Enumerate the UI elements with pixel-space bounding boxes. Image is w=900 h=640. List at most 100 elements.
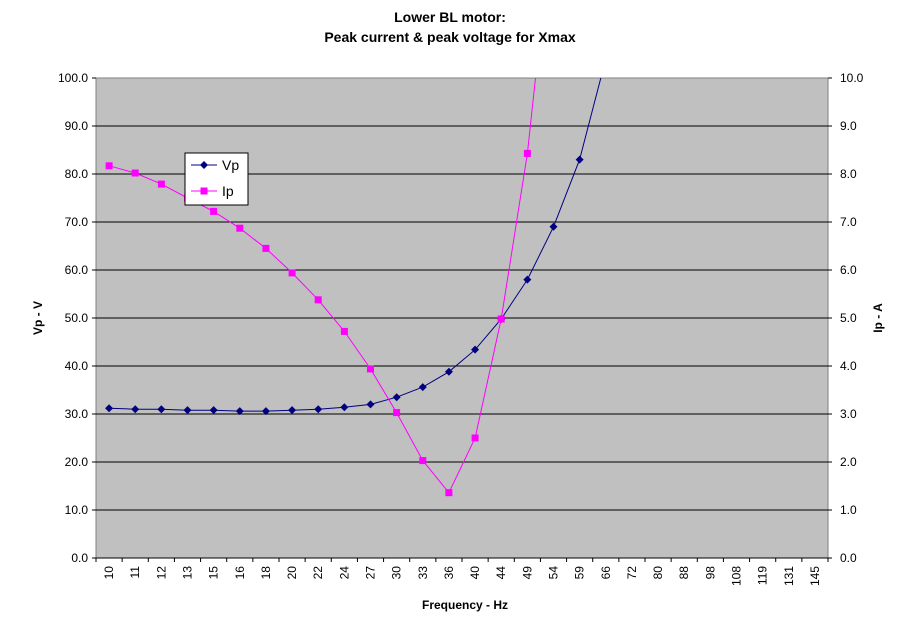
x-tick-label: 33 — [416, 566, 430, 580]
y2-tick-label: 5.0 — [840, 311, 857, 325]
x-axis-ticks: 10 11 12 13 15 16 18 20 22 24 27 30 33 36 40 44 49 54 59 66… — [95, 557, 829, 586]
x-tick-label: 13 — [181, 566, 195, 580]
point-ip — [157, 180, 165, 188]
x-tick-label: 30 — [390, 566, 404, 580]
point-ip — [340, 327, 348, 335]
legend-box — [184, 152, 249, 206]
point-ip — [367, 365, 374, 373]
point-vp — [392, 393, 401, 402]
point-ip — [288, 269, 296, 277]
y2-tick-label: 2.0 — [840, 455, 857, 469]
x-axis-label: Frequency - Hz — [422, 598, 508, 612]
y2-tick-label: 8.0 — [840, 167, 857, 181]
x-tick-label: 15 — [207, 566, 221, 580]
point-ip — [471, 434, 479, 442]
point-vp — [209, 406, 218, 415]
y2-tick-label: 9.0 — [840, 119, 857, 133]
y-tick-label: 100.0 — [58, 71, 88, 85]
y-tick-label: 10.0 — [65, 503, 89, 517]
y2-tick-label: 7.0 — [840, 215, 857, 229]
y-tick-label: 20.0 — [65, 455, 89, 469]
x-tick-label: 18 — [259, 566, 273, 580]
y-tick-label: 60.0 — [65, 263, 89, 277]
y-tick-label: 50.0 — [65, 311, 89, 325]
point-vp — [366, 400, 375, 409]
point-vp — [261, 407, 270, 416]
x-tick-label: 88 — [677, 566, 691, 580]
point-ip — [445, 489, 453, 497]
point-vp — [471, 345, 480, 354]
point-vp — [340, 403, 349, 412]
legend-label-ip: Ip — [222, 183, 234, 199]
y-tick-label: 0.0 — [71, 551, 88, 565]
x-tick-label: 49 — [520, 566, 534, 580]
y2-tick-label: 6.0 — [840, 263, 857, 277]
point-ip — [210, 207, 218, 215]
x-tick-label: 22 — [311, 566, 325, 580]
y-tick-label: 70.0 — [65, 215, 89, 229]
y2-tick-label: 10.0 — [840, 71, 864, 85]
point-ip — [236, 224, 244, 232]
point-vp — [131, 405, 140, 414]
x-tick-label: 59 — [573, 566, 587, 580]
y2-tick-label: 0.0 — [840, 551, 857, 565]
point-ip — [105, 162, 113, 170]
x-tick-label: 98 — [703, 566, 717, 580]
x-tick-label: 80 — [651, 566, 665, 580]
gridlines — [96, 125, 828, 511]
point-vp — [602, 55, 610, 63]
x-tick-label: 44 — [494, 566, 508, 580]
point-ip — [131, 169, 139, 177]
x-tick-label: 36 — [442, 566, 456, 580]
x-tick-label: 12 — [154, 566, 168, 580]
x-tick-label: 131 — [782, 566, 796, 586]
x-tick-label: 16 — [233, 566, 247, 580]
point-vp — [444, 367, 453, 376]
chart-title-line-2: Peak current & peak voltage for Xmax — [324, 29, 576, 45]
point-ip — [523, 149, 531, 157]
x-tick-label: 72 — [625, 566, 639, 580]
point-ip — [393, 409, 401, 417]
x-tick-label: 66 — [599, 566, 613, 580]
point-ip — [314, 296, 322, 304]
y2-axis-ticks: 0.0 1.0 2.0 3.0 4.0 5.0 6.0 7.0 8.0 9.0 10.0 — [828, 71, 864, 565]
y-tick-label: 40.0 — [65, 359, 89, 373]
x-tick-label: 119 — [756, 566, 770, 585]
point-ip — [497, 315, 505, 323]
point-vp — [418, 383, 427, 392]
point-ip — [262, 244, 270, 252]
x-tick-label: 54 — [547, 566, 561, 580]
point-vp — [549, 222, 558, 231]
y2-axis-label: Ip - A — [871, 303, 885, 333]
y2-tick-label: 3.0 — [840, 407, 857, 421]
y-axis-label: Vp - V — [31, 301, 45, 335]
x-tick-label: 20 — [285, 566, 299, 580]
x-tick-label: 40 — [468, 566, 482, 580]
x-tick-label: 11 — [128, 566, 142, 579]
legend-label-vp: Vp — [222, 157, 239, 173]
series-line-vp — [109, 78, 602, 412]
point-vp — [575, 155, 584, 164]
point-vp — [288, 406, 297, 415]
legend-marker-vp — [200, 161, 208, 169]
legend-marker-ip — [200, 187, 208, 195]
y-tick-label: 80.0 — [65, 167, 89, 181]
y2-tick-label: 1.0 — [840, 503, 857, 517]
point-vp — [235, 407, 244, 416]
y-axis-ticks: 0.0 10.0 20.0 30.0 40.0 50.0 60.0 70.0 80.0 90.0 1… — [58, 71, 96, 565]
point-vp — [183, 406, 192, 415]
point-ip — [419, 457, 427, 465]
y-tick-label: 30.0 — [65, 407, 89, 421]
legend: Vp Ip — [184, 152, 249, 206]
point-vp — [157, 405, 166, 414]
y2-tick-label: 4.0 — [840, 359, 857, 373]
x-tick-label: 24 — [337, 566, 351, 580]
chart-title-line-1: Lower BL motor: — [394, 9, 506, 25]
x-tick-label: 145 — [808, 566, 822, 586]
x-tick-label: 10 — [102, 566, 116, 580]
point-vp — [314, 405, 323, 414]
series-group — [105, 55, 610, 497]
y-tick-label: 90.0 — [65, 119, 89, 133]
x-tick-label: 108 — [730, 566, 744, 586]
